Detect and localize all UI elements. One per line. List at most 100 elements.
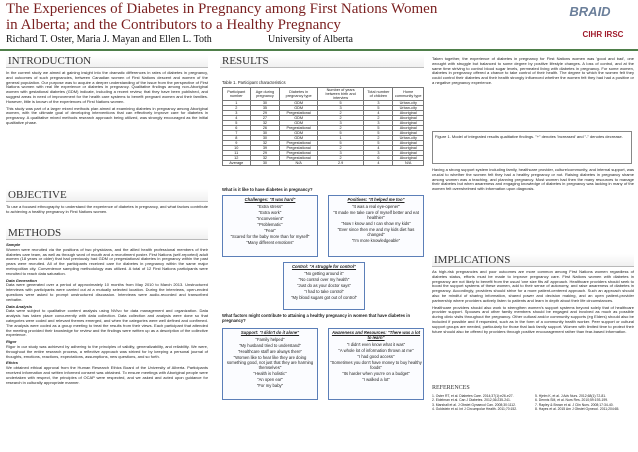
box-title: Awareness and Resources: "There was a lo… (331, 330, 421, 340)
table-header: Participant number Age during pregnancy Di… (222, 87, 424, 101)
quote: "My husband tried to understand" (239, 343, 301, 348)
header-rule (0, 49, 638, 51)
box-title: Positives: "It helped me too" (347, 197, 405, 202)
paragraph: Data were subject to qualitative content… (6, 308, 208, 338)
quote: "I had good access" (357, 354, 395, 359)
discussion-text: Taken together, the experience of diabet… (432, 57, 634, 129)
discussion-text: Having a strong support system including… (432, 168, 634, 250)
quote: "No getting around it" (304, 271, 344, 276)
subsection-title: Data Analysis (6, 303, 33, 309)
section-heading: METHODS (6, 227, 208, 240)
section-heading: RESULTS (220, 55, 424, 68)
authors: Richard T. Oster, Maria J. Mayan and Ell… (6, 34, 212, 45)
paragraph: This study was part of a larger mixed me… (6, 105, 208, 125)
column-header: Participant number (222, 87, 251, 101)
box-title: Control: "A struggle for control" (291, 264, 357, 269)
section-heading: IMPLICATIONS (432, 254, 634, 267)
paragraph: Data were generated over a period of app… (6, 282, 208, 302)
quote: "Fear" (264, 228, 276, 233)
title-line: in Alberta; and the Contributors to a He… (6, 17, 341, 33)
table-row: 10 39 Pregestational 2 4 Aboriginal (222, 145, 424, 151)
paragraph: As high-risk pregnancies and poor outcom… (432, 270, 634, 303)
reference: 3. Marshall et al. J Obstet Gynaecol Can… (432, 402, 516, 407)
quote: "Problematic" (257, 222, 283, 227)
question: What factors might contribute to attaini… (222, 313, 410, 323)
quote: "Sometimes you don't have money to buy h… (330, 360, 422, 370)
quote: "Women like to hear like they are doing … (226, 355, 314, 370)
paragraph: Having a strong support system including… (432, 168, 634, 192)
quote: "I'm more knowledgeable" (351, 238, 401, 243)
column-header: Age during pregnancy (249, 87, 281, 101)
paragraph: Taken together, the experience of diabet… (432, 57, 634, 85)
table-row: 4 27 GDM 2 2 Aboriginal (222, 115, 424, 121)
column-header: Number of years between birth and interv… (316, 87, 365, 101)
quote: "I had to take control" (304, 289, 344, 294)
quote: "My blood sugars got out of control" (290, 295, 358, 300)
box-title: Support: "I didn't do it alone" (240, 330, 300, 335)
table-cell: 4 (363, 160, 394, 166)
subsection-title: Rigor (6, 339, 17, 345)
table: Participant number Age during pregnancy Di… (222, 87, 424, 166)
quote: "No control over my health" (298, 277, 350, 282)
subsection-title: Sample (6, 243, 21, 247)
logo: CIHR IRSC (582, 30, 624, 39)
quote: "For my baby" (256, 383, 284, 388)
quote: "Now I know and I can show my kids" (341, 221, 411, 226)
quote: "Ever since then me and my kids diet has… (337, 227, 415, 237)
theme-box: Challenges: "It was hard" "Extra stress" "… (222, 195, 318, 257)
paragraph: Rigor in our study was achieved by adher… (6, 343, 208, 359)
theme-box: Support: "I didn't do it alone" "Family h… (222, 328, 318, 400)
quote: "Its harder when you're on a budget" (342, 371, 410, 376)
section-heading: OBJECTIVE (6, 189, 208, 202)
subsection-title: Data Generation (6, 277, 37, 283)
paragraph: We obtained ethical approval from the Hu… (6, 365, 208, 385)
theme-box: Positives: "It helped me too" "It was a r… (328, 195, 424, 257)
implications-text: As high-risk pregnancies and poor outcom… (432, 270, 634, 382)
table-cell: 2.9 (316, 160, 365, 166)
logo: BRAID (569, 4, 611, 19)
table-cell: N/A (392, 160, 424, 166)
objective-text: To use a focused ethnography to understa… (6, 205, 208, 214)
reference: 1. Oster RT, et al. Diabetes Care. 2014;… (432, 394, 514, 398)
intro-text: In the current study we aimed at gaining… (6, 71, 208, 186)
box-title: Challenges: "It was hard" (244, 197, 296, 202)
quote: "I walked a lot" (362, 377, 390, 382)
table-cell: 30 (249, 160, 281, 166)
quote: "Extra stress" (257, 204, 283, 209)
figure-caption: Figure 1. Model of integrated results qu… (435, 134, 623, 139)
quote: "Scared for the baby more than for mysel… (230, 234, 310, 239)
methods-text: Sample Women were recruited via the posit… (6, 243, 208, 450)
reference: 7. Rapley & Brown et al. J Clin Nurs. 20… (535, 402, 614, 407)
quote: "An open ear" (257, 377, 283, 382)
quote: "It made me take care of myself better a… (333, 210, 419, 220)
question: What is it like to have diabetes in preg… (222, 187, 313, 192)
subsection-title: Ethics (6, 360, 19, 366)
quote: "Health is holistic" (253, 371, 287, 376)
figure-box: Figure 1. Model of integrated results qu… (432, 131, 632, 164)
reference: 2. Eidelman et al. Can J Diabetes. 2012;… (432, 398, 511, 403)
reference: 5. Hjelm K, et al. J Adv Nurs. 2012;68(1… (535, 394, 607, 398)
paragraph: In the current study we aimed at gaining… (6, 71, 208, 104)
quote: "Just do as your doctor says" (297, 283, 351, 288)
reference: 6. Dennis SM, et al. Nurs Res. 2010;59:1… (535, 398, 609, 403)
references: 1. Oster RT, et al. Diabetes Care. 2014;… (432, 394, 634, 434)
reference: 8. Hayes et al. 2015 Am J Obstet Gynecol… (535, 407, 620, 412)
paragraph: Healthcare providers should also work to… (432, 304, 634, 334)
column-header: Home community type (392, 87, 424, 101)
theme-box: Awareness and Resources: "There was a lo… (328, 328, 424, 400)
paragraph: Women were recruited via the positions o… (6, 246, 208, 276)
title-line: The Experiences of Diabetes in Pregnancy… (6, 1, 438, 17)
reference: 4. Goldstein et al. Int J Circumpolar He… (432, 407, 518, 412)
affiliation: University of Alberta (268, 34, 353, 45)
table-caption: Table 1. Participant characteristics (222, 80, 286, 85)
quote: "Inconvenient" (256, 216, 284, 221)
column-header: Total number of children (363, 87, 394, 101)
section-heading: INTRODUCTION (6, 55, 208, 68)
quote: "A whole lot of information thrown at me… (338, 348, 414, 353)
quote: "Healthcare staff are always there" (237, 349, 303, 354)
theme-box: Control: "A struggle for control" "No get… (283, 262, 365, 310)
quote: "Extra work" (258, 210, 282, 215)
column-header: Diabetes in pregnancy type (279, 87, 318, 101)
table-row: Average 30 N/A 2.9 4 N/A (222, 160, 424, 166)
